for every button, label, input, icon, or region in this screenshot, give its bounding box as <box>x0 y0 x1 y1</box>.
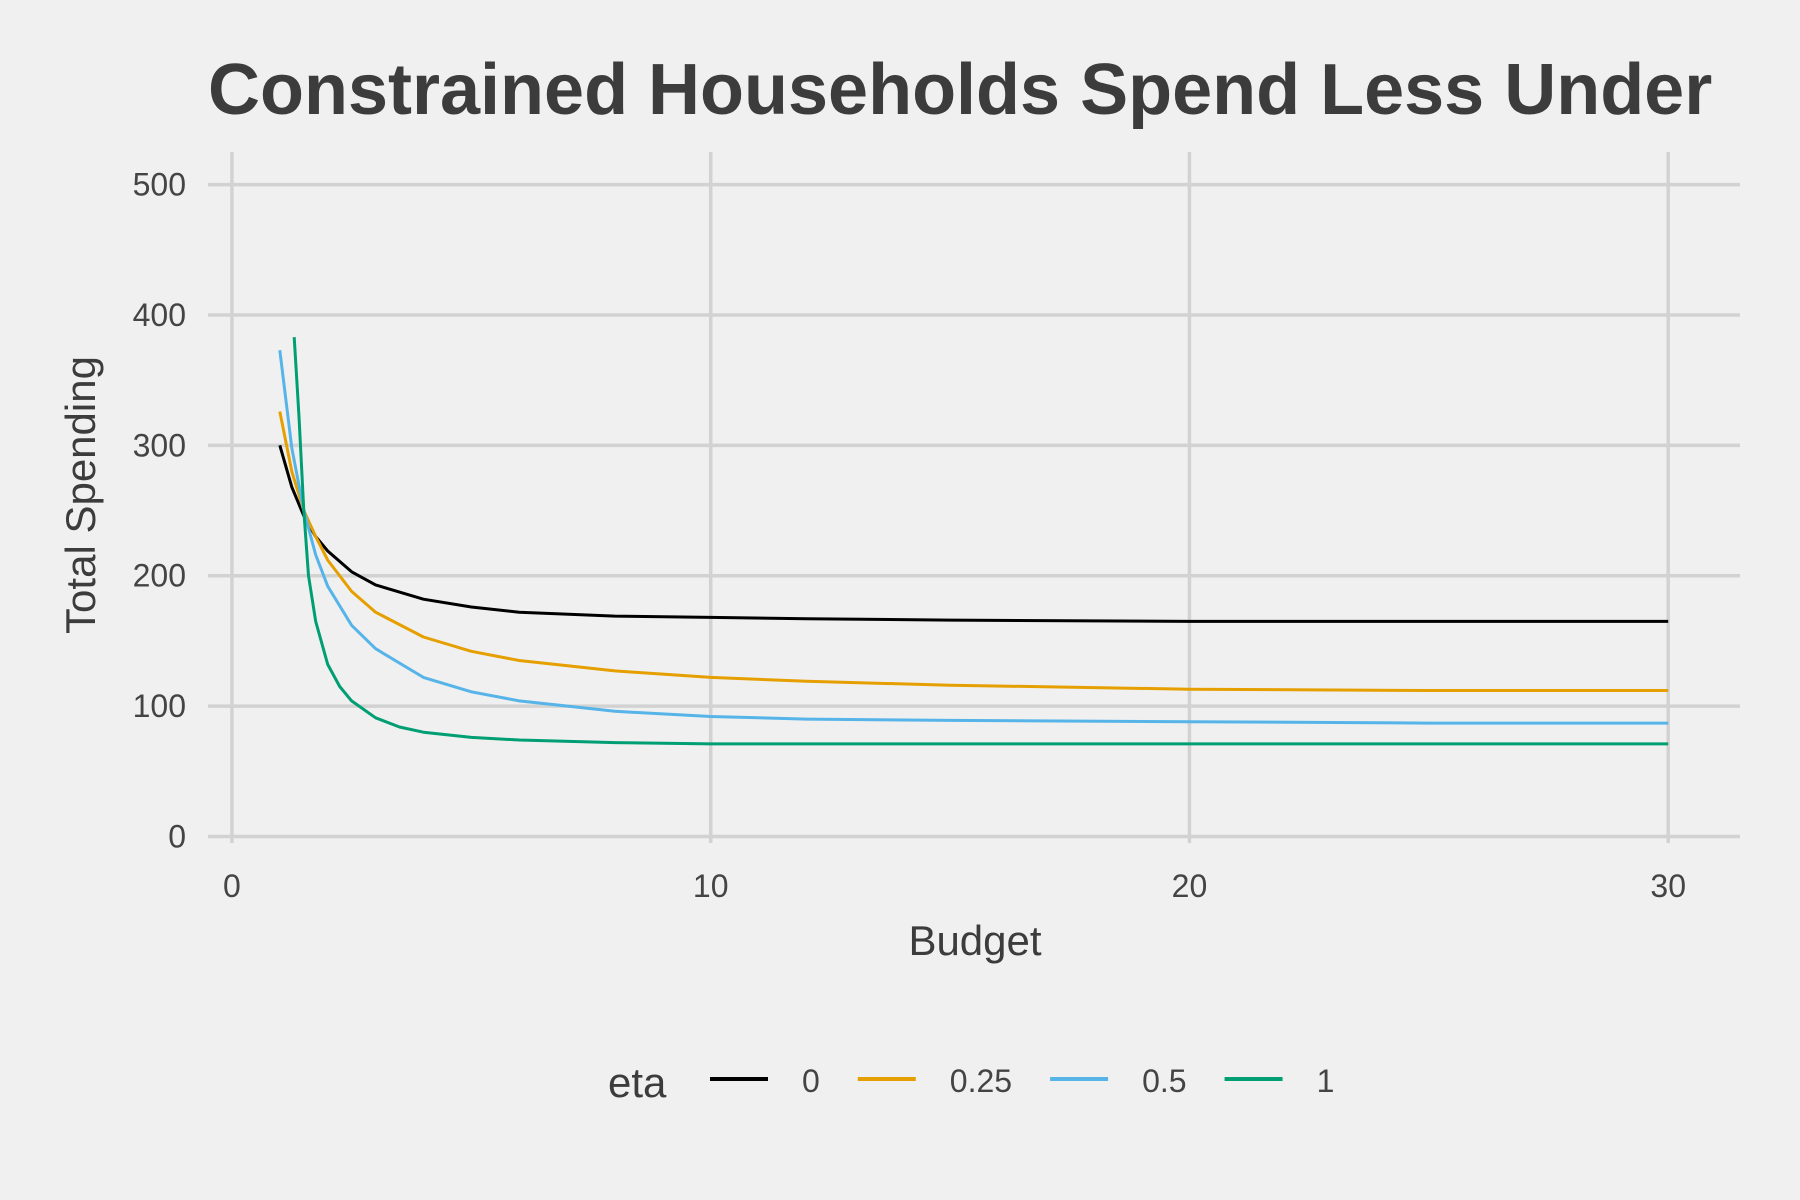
series-line-3 <box>292 337 1669 746</box>
x-axis-label: Budget <box>908 917 1041 964</box>
series-line-2 <box>278 350 1669 725</box>
y-tick-label-400: 400 <box>133 297 186 333</box>
legend: eta 0 0.25 0.5 1 <box>608 1059 1334 1106</box>
legend-label-3: 1 <box>1317 1063 1335 1099</box>
y-tick-label-200: 200 <box>133 558 186 594</box>
chart-title: Constrained Households Spend Less Under <box>208 50 1712 130</box>
x-axis-ticks: 0 10 20 30 <box>223 868 1686 904</box>
legend-title: eta <box>608 1059 667 1106</box>
series-line-1 <box>278 411 1669 692</box>
x-tick-label-20: 20 <box>1172 868 1208 904</box>
x-tick-label-0: 0 <box>223 868 241 904</box>
x-tick-label-10: 10 <box>693 868 729 904</box>
y-tick-label-100: 100 <box>133 688 186 724</box>
legend-label-2: 0.5 <box>1142 1063 1186 1099</box>
y-tick-label-0: 0 <box>168 818 186 854</box>
legend-label-0: 0 <box>802 1063 820 1099</box>
series-line-0 <box>278 444 1669 623</box>
y-axis-label: Total Spending <box>57 356 104 634</box>
y-axis-ticks: 0 100 200 300 400 500 <box>133 167 186 855</box>
x-tick-label-30: 30 <box>1650 868 1686 904</box>
legend-label-1: 0.25 <box>950 1063 1012 1099</box>
y-tick-label-300: 300 <box>133 427 186 463</box>
plot-area <box>278 337 1669 746</box>
y-tick-label-500: 500 <box>133 167 186 203</box>
gridlines <box>208 152 1740 843</box>
